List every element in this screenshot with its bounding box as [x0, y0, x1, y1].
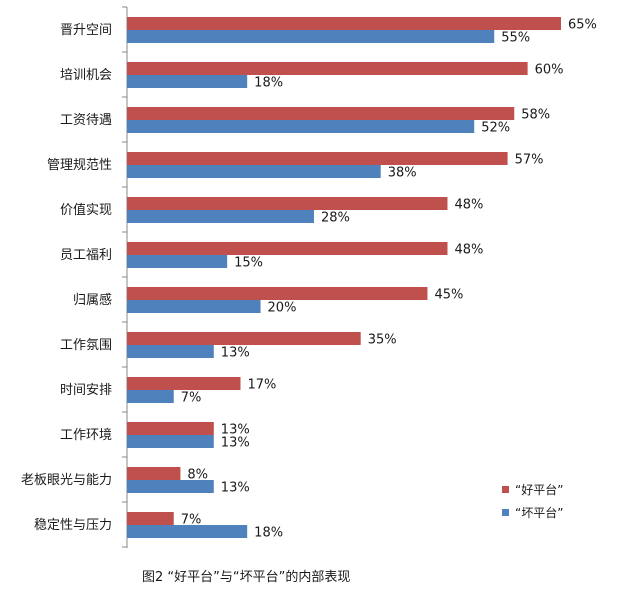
bar-good-platform [127, 17, 561, 30]
data-label: 35% [368, 333, 397, 348]
legend-swatch [502, 486, 509, 493]
data-label: 15% [234, 256, 263, 271]
category-label: 工资待遇 [60, 113, 112, 128]
data-label: 13% [221, 436, 250, 451]
bar-good-platform [127, 422, 214, 435]
data-label: 13% [221, 423, 250, 438]
bar-good-platform [127, 287, 428, 300]
data-label: 18% [254, 526, 283, 541]
category-label: 培训机会 [60, 67, 112, 83]
data-label: 45% [434, 288, 463, 303]
data-label: 38% [388, 166, 417, 181]
bar-bad-platform [127, 75, 248, 88]
data-label: 48% [454, 198, 483, 213]
bar-bad-platform [127, 120, 475, 133]
data-label: 13% [221, 346, 250, 361]
data-label: 48% [454, 243, 483, 258]
category-label: 稳定性与压力 [34, 517, 112, 533]
bar-bad-platform [127, 30, 495, 43]
bar-good-platform [127, 467, 181, 480]
data-label: 52% [481, 121, 510, 136]
data-label: 17% [248, 378, 277, 393]
data-label: 7% [181, 513, 202, 528]
bar-good-platform [127, 152, 508, 165]
bar-good-platform [127, 197, 448, 210]
category-label: 工作氛围 [60, 338, 112, 353]
bar-good-platform [127, 107, 515, 120]
bar-good-platform [127, 242, 448, 255]
bar-bad-platform [127, 390, 174, 403]
legend-swatch [502, 509, 509, 516]
bar-good-platform [127, 62, 528, 75]
category-label: 晋升空间 [60, 23, 112, 38]
bar-bad-platform [127, 480, 214, 493]
legend-label: “坏平台” [515, 505, 563, 520]
data-label: 57% [515, 153, 544, 168]
category-label: 归属感 [73, 292, 112, 308]
bar-bad-platform [127, 210, 314, 223]
category-label: 管理规范性 [47, 158, 112, 173]
data-label: 60% [535, 63, 564, 78]
data-label: 7% [181, 391, 202, 406]
category-label: 时间安排 [60, 383, 112, 398]
bar-good-platform [127, 377, 241, 390]
data-label: 28% [321, 211, 350, 226]
data-label: 8% [187, 468, 208, 483]
bar-bad-platform [127, 300, 261, 313]
bar-good-platform [127, 332, 361, 345]
data-label: 13% [221, 481, 250, 496]
bar-bad-platform [127, 165, 381, 178]
figure-caption: 图2 “好平台”与“坏平台”的内部表现 [142, 570, 351, 585]
bar-bad-platform [127, 435, 214, 448]
bar-bad-platform [127, 345, 214, 358]
data-label: 65% [568, 18, 597, 33]
data-label: 55% [501, 31, 530, 46]
category-label: 老板眼光与能力 [21, 473, 112, 488]
data-label: 20% [268, 301, 297, 316]
bar-bad-platform [127, 525, 248, 538]
category-label: 价值实现 [60, 202, 112, 218]
bar-bad-platform [127, 255, 228, 268]
legend-label: “好平台” [515, 482, 563, 497]
category-label: 工作环境 [60, 428, 112, 443]
data-label: 58% [521, 108, 550, 123]
bar-good-platform [127, 512, 174, 525]
data-label: 18% [254, 76, 283, 91]
bar-chart: 晋升空间培训机会工资待遇管理规范性价值实现员工福利归属感工作氛围时间安排工作环境… [21, 6, 597, 548]
category-label: 员工福利 [60, 248, 112, 263]
